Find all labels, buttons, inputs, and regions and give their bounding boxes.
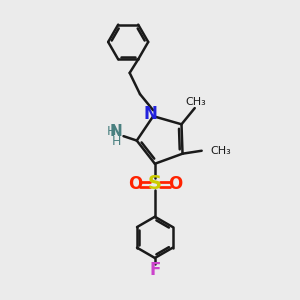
Text: CH₃: CH₃ [210, 146, 231, 156]
Text: O: O [128, 175, 142, 193]
Text: O: O [168, 175, 182, 193]
Text: F: F [149, 261, 160, 279]
Text: CH₃: CH₃ [185, 97, 206, 106]
Text: S: S [148, 174, 162, 193]
Text: H: H [106, 125, 116, 138]
Text: N: N [144, 105, 158, 123]
Text: H: H [112, 135, 121, 148]
Text: N: N [110, 124, 122, 139]
